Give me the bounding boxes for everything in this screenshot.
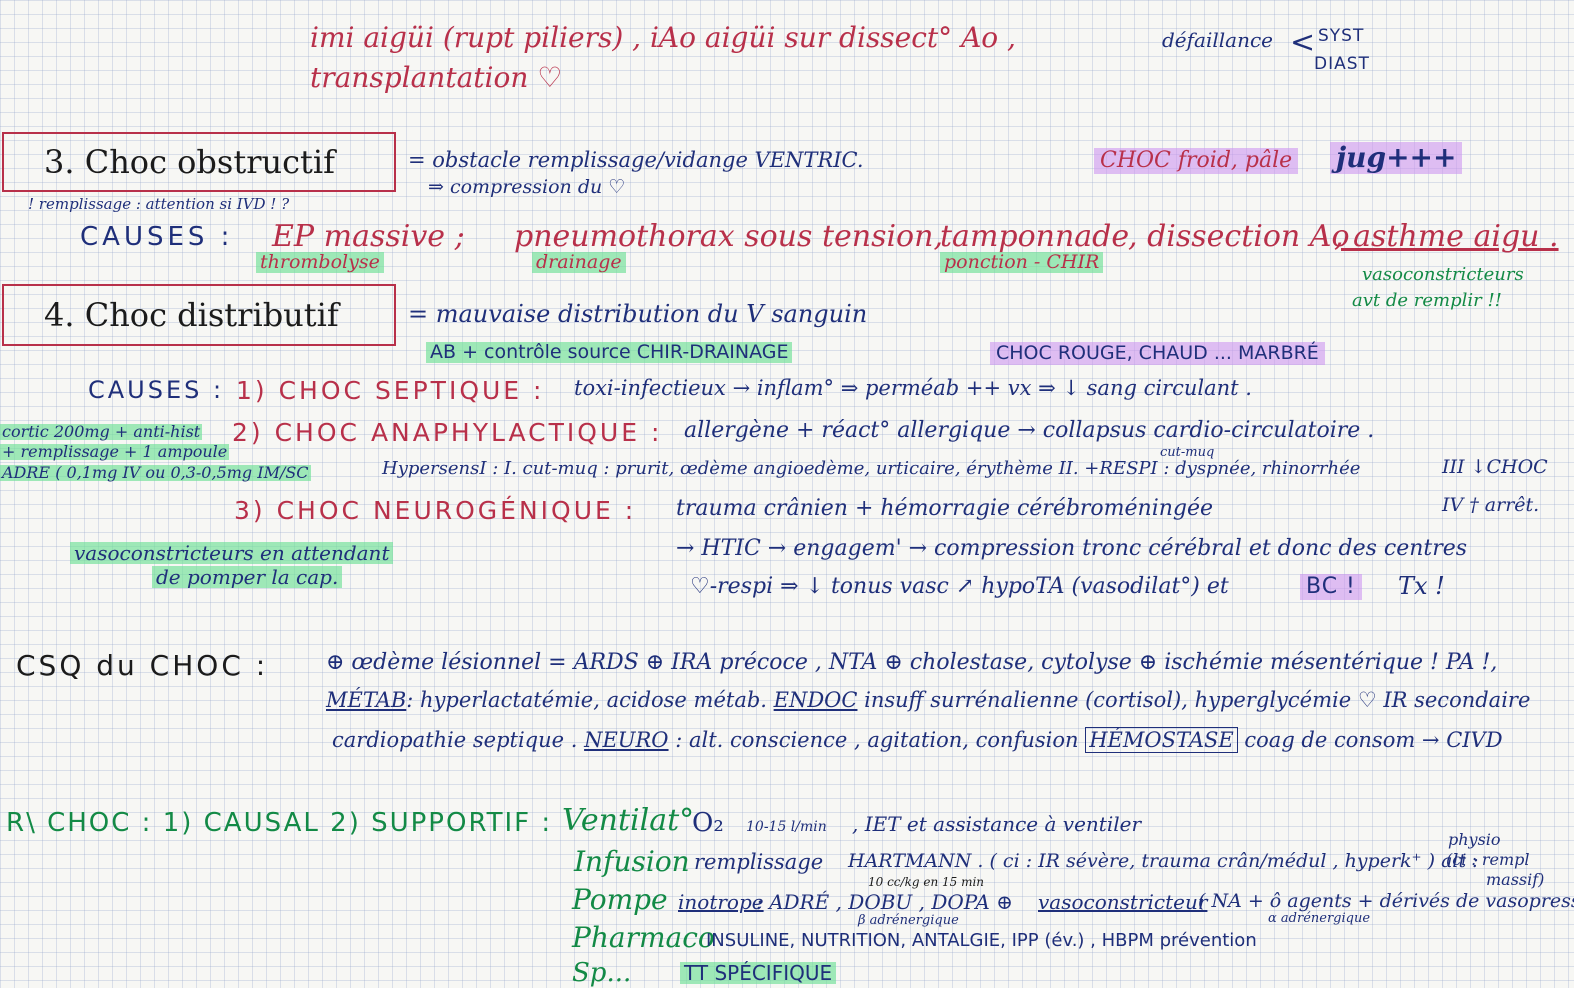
vasoconstricteurs-note-2: avt de remplir !!: [1352, 292, 1502, 310]
anaph-side-note-2: + remplissage + 1 ampoule: [0, 444, 229, 460]
choc-froid-highlight: CHOC froid, pâle: [1094, 148, 1298, 174]
diast-label: DIAST: [1314, 56, 1370, 73]
section-3-title: 3. Choc obstructif: [44, 143, 335, 181]
vasoconstricteur-label: vasoconstricteur: [1038, 892, 1207, 912]
o2-label: O₂: [692, 810, 724, 836]
top-line-1: imi aigüi (rupt piliers) , iAo aigüi sur…: [310, 24, 1016, 52]
choc-neurogenique-label: 3) CHOC NEUROGÉNIQUE :: [234, 498, 636, 523]
tx-note: Tx !: [1398, 574, 1445, 598]
physio-note-3: massif): [1486, 872, 1544, 888]
grade-3: III ↓CHOC: [1442, 458, 1548, 477]
cause-pneumothorax: pneumothorax sous tension,: [514, 222, 943, 252]
csq-line-2: MÉTAB: hyperlactatémie, acidose métab. E…: [326, 690, 1530, 711]
hemostase-label: HÉMOSTASE: [1085, 727, 1238, 753]
s4-definition: = mauvaise distribution du V sanguin: [408, 302, 867, 326]
cardio-text: cardiopathie septique .: [332, 728, 584, 752]
remplissage-label: remplissage: [694, 852, 823, 873]
defaillance-label: défaillance: [1162, 30, 1273, 50]
ponction-label: ponction - CHIR: [940, 252, 1103, 273]
pharmaco-label: Pharmaco: [572, 924, 715, 952]
section-4-title-box: 4. Choc distributif: [2, 284, 396, 346]
neuro-label: NEURO: [584, 728, 668, 752]
choc-neurogenique-text-3: ♡-respi ⇒ ↓ tonus vasc ↗ hypoTA (vasodil…: [690, 576, 1229, 598]
vasoconstricteurs-attente-2: de pomper la cap.: [152, 566, 342, 588]
choc-septique-label: 1) CHOC SEPTIQUE :: [236, 378, 544, 403]
anaph-side-note-1: cortic 200mg + anti-hist: [0, 424, 202, 440]
cause-dissection: , dissection Ao: [1128, 222, 1350, 252]
section-4-title: 4. Choc distributif: [44, 296, 339, 334]
pompe-text-2: ( NA + ô agents + dérivés de vasopressin…: [1198, 892, 1574, 911]
choc-septique-text: toxi-infectieux → inflam° ⇒ perméab ++ v…: [574, 378, 1252, 399]
physio-note-1: physio: [1448, 832, 1501, 848]
s4-causes-label: CAUSES :: [88, 378, 224, 402]
anaph-side-note-3: ADRE ( 0,1mg IV ou 0,3-0,5mg IM/SC: [0, 465, 311, 481]
tt-specifique: TT SPÉCIFIQUE: [680, 962, 836, 984]
endoc-label: ENDOC: [774, 688, 858, 712]
hemostase-text: coag de consom → CIVD: [1238, 728, 1503, 752]
beta-adrenergique-note: β adrénergique: [858, 914, 959, 927]
ventilation-label: Ventilat°: [562, 806, 694, 836]
drainage-label: drainage: [532, 252, 626, 273]
hartmann-text: HARTMANN . ( ci : IR sévère, trauma crân…: [848, 852, 1479, 871]
alpha-adrenergique-note: α adrénergique: [1268, 912, 1370, 925]
rchoc-label: R\ CHOC : 1) CAUSAL 2) SUPPORTIF :: [6, 810, 552, 836]
infusion-label: Infusion: [574, 848, 690, 876]
jug-highlight: jug+++: [1330, 142, 1462, 174]
section-3-title-box: 3. Choc obstructif: [2, 132, 396, 192]
thrombolyse-label: thrombolyse: [256, 252, 384, 273]
top-line-2: transplantation ♡: [310, 64, 562, 92]
choc-neurogenique-text-1: trauma crânien + hémorragie cérébroménin…: [676, 498, 1213, 520]
cause-asthme: , asthme aigu .: [1334, 222, 1559, 252]
choc-anaphylactique-label: 2) CHOC ANAPHYLACTIQUE :: [232, 420, 662, 445]
grade-4: IV † arrêt.: [1442, 496, 1539, 515]
vasoconstricteurs-attente-1: vasoconstricteurs en attendant: [70, 542, 393, 564]
s3-definition-2: ⇒ compression du ♡: [428, 178, 625, 197]
hartmann-dose: 10 cc/kg en 15 min: [868, 876, 984, 888]
endoc-text: insuff surrénalienne (cortisol), hypergl…: [857, 688, 1530, 712]
remplissage-note: ! remplissage : attention si IVD ! ?: [28, 197, 289, 212]
choc-anaphylactique-text: allergène + réact° allergique → collapsu…: [684, 420, 1374, 442]
hypersensibilite-grades: HypersensI : I. cut-muq : prurit, œdème …: [382, 460, 1360, 478]
iet-text: , IET et assistance à ventiler: [852, 814, 1141, 834]
csq-label: CSQ du CHOC :: [16, 652, 268, 680]
choc-rouge-highlight: CHOC ROUGE, CHAUD ... MARBRÉ: [990, 342, 1325, 365]
vasoconstricteurs-note-1: vasoconstricteurs: [1362, 266, 1524, 284]
syst-label: SYST: [1318, 28, 1364, 45]
bc-highlight: BC !: [1300, 574, 1362, 600]
metab-text: : hyperlactatémie, acidose métab.: [406, 688, 773, 712]
metab-label: MÉTAB: [326, 688, 406, 712]
bracket-icon: <: [1290, 28, 1315, 58]
pompe-label: Pompe: [572, 886, 668, 914]
choc-neurogenique-text-2: → HTIC → engagem' → compression tronc cé…: [676, 538, 1467, 560]
cause-tamponnade: tamponnade: [940, 222, 1129, 252]
physio-note-2: (ci : rempl: [1446, 852, 1530, 868]
sp-label: Sp...: [572, 960, 631, 986]
ab-controle-source: AB + contrôle source CHIR-DRAINAGE: [426, 342, 792, 363]
inotrope-label: inotrope: [678, 892, 764, 912]
csq-line-1: ⊕ œdème lésionnel = ARDS ⊕ IRA précoce ,…: [326, 652, 1497, 674]
neuro-text: : alt. conscience , agitation, confusion: [669, 728, 1086, 752]
pompe-text: : ADRÉ , DOBU , DOPA ⊕: [756, 892, 1013, 912]
cause-ep: EP massive ;: [272, 222, 465, 252]
o2-rate: 10-15 l/min: [746, 820, 827, 834]
pharmaco-text: INSULINE, NUTRITION, ANTALGIE, IPP (év.)…: [706, 932, 1257, 950]
s3-causes-label: CAUSES :: [80, 224, 233, 250]
s3-definition-1: = obstacle remplissage/vidange VENTRIC.: [408, 150, 864, 171]
csq-line-3: cardiopathie septique . NEURO : alt. con…: [332, 730, 1503, 751]
